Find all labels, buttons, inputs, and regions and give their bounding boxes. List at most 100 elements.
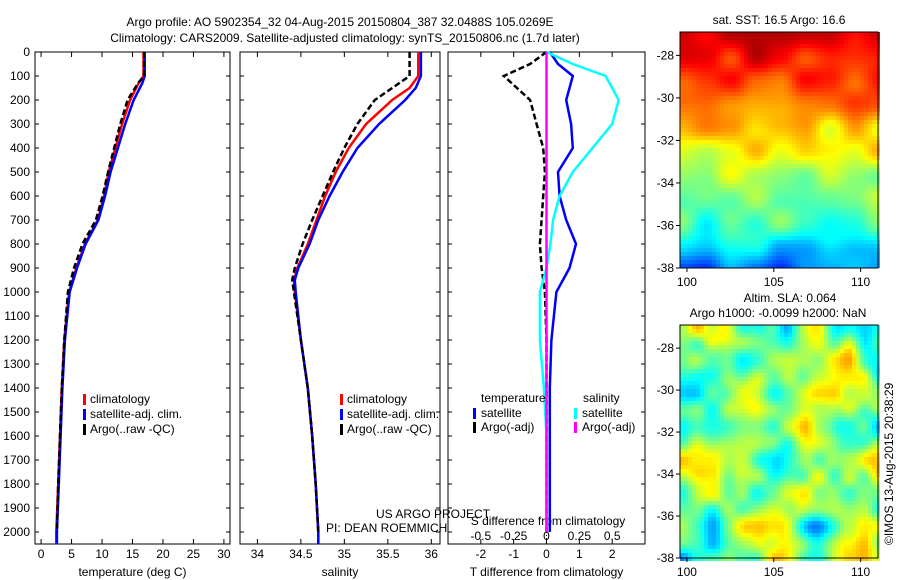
x-axis-label: salinity [322, 565, 359, 579]
legend-swatch [83, 424, 86, 435]
legend-swatch [473, 422, 476, 433]
y-tick-label: 1000 [3, 285, 30, 299]
x-tick-label: 10 [95, 547, 109, 561]
series-line-t-satellite [548, 51, 578, 532]
x-axis-label: T difference from climatology [470, 565, 624, 579]
sst-map-title: sat. SST: 16.5 Argo: 16.6 [713, 13, 846, 27]
legend-label: satellite-adj. clim. [90, 407, 182, 421]
y-tick-label: 1700 [3, 453, 30, 467]
y-tick-label: 1500 [3, 405, 30, 419]
lon-tick-label: 105 [764, 565, 784, 579]
lon-tick-label: 110 [851, 275, 870, 289]
project-line1: US ARGO PROJECT [376, 507, 491, 521]
legend-label: satellite [481, 406, 522, 420]
x2-tick-label: -0.5 [470, 529, 491, 543]
title-line1: Argo profile: AO 5902354_32 04-Aug-2015 … [126, 15, 553, 29]
legend-label: Argo(-adj) [582, 420, 635, 434]
plot-frame [239, 51, 441, 545]
x-tick-label: 2 [609, 547, 616, 561]
y-tick-label: 100 [10, 69, 30, 83]
x-tick-label: 25 [187, 547, 201, 561]
y-tick-label: 900 [10, 261, 30, 275]
series-line-s-satellite [538, 50, 621, 532]
series-line-satellite-adj-clim- [55, 52, 146, 544]
x-tick-label: 35.5 [376, 547, 400, 561]
legend-swatch [340, 409, 343, 420]
panel-difference: -2 -1 0 1 2 T difference from climatology S di… [447, 50, 646, 579]
y-tick-label: 300 [10, 117, 30, 131]
y-tick-label: 1200 [3, 333, 30, 347]
legend-swatch [473, 408, 476, 419]
lon-tick-label: 100 [677, 275, 697, 289]
x-tick-label: 15 [126, 547, 140, 561]
map-frame [679, 324, 879, 559]
lon-tick-label: 110 [851, 565, 870, 579]
x-tick-label: 5 [68, 547, 75, 561]
lat-tick-label: -34 [657, 467, 675, 481]
legend-label: climatology [90, 392, 150, 406]
y-tick-label: 1600 [3, 429, 30, 443]
legend-swatch [574, 408, 577, 419]
x-tick-label: 30 [217, 547, 231, 561]
x2-tick-label: -0.25 [500, 529, 528, 543]
sla-map-title-2: Argo h1000: -0.0099 h2000: NaN [690, 306, 867, 320]
x-tick-label: 0 [543, 547, 550, 561]
y-tick-label: 1400 [3, 381, 30, 395]
y-tick-label: 200 [10, 93, 30, 107]
y-tick-label: 600 [10, 189, 30, 203]
lat-tick-label: -30 [657, 383, 675, 397]
lat-tick-label: -28 [657, 48, 675, 62]
x-tick-label: 1 [576, 547, 583, 561]
title-line2: Climatology: CARS2009. Satellite-adjuste… [110, 31, 580, 45]
y-tick-label: 2000 [3, 525, 30, 539]
lat-tick-label: -32 [657, 425, 675, 439]
lat-tick-label: -28 [657, 341, 675, 355]
panel-salinity: 34 34.5 35 35.5 36 salinity climatologysatelli… [239, 51, 441, 579]
legend-title: temperature [481, 391, 546, 405]
panel-sla-map: 100 105 110 -28 -30 -32 -34 -36 -38 Altim. SLA: 0… [657, 291, 880, 579]
x2-tick-label: 0.5 [604, 529, 621, 543]
legend-title: salinity [583, 391, 620, 405]
x2-tick-label: 0.25 [568, 529, 592, 543]
series-line-argo [290, 52, 411, 533]
y-tick-label: 500 [10, 165, 30, 179]
legend-label: Argo(..raw -QC) [90, 422, 175, 436]
x-tick-label: -2 [475, 547, 486, 561]
x2-axis-label: S difference from climatology [471, 514, 626, 528]
project-line2: PI: DEAN ROEMMICH [326, 521, 447, 535]
series-line-argo [55, 52, 146, 533]
panel-temperature: 0 5 10 15 20 25 300100200300400500600700800900… [3, 45, 231, 579]
series-line-climatology [292, 52, 420, 544]
lon-tick-label: 105 [764, 275, 784, 289]
lat-tick-label: -34 [657, 176, 675, 190]
legend-swatch [340, 424, 343, 435]
x-tick-label: 34.5 [289, 547, 313, 561]
legend-label: climatology [347, 392, 407, 406]
legend-label: satellite [582, 406, 623, 420]
x-axis-label: temperature (deg C) [78, 565, 186, 579]
legend-swatch [83, 409, 86, 420]
lat-tick-label: -30 [657, 91, 675, 105]
y-tick-label: 1300 [3, 357, 30, 371]
y-tick-label: 0 [23, 45, 30, 59]
map-frame [679, 31, 879, 269]
y-tick-label: 1800 [3, 477, 30, 491]
x2-tick-label: 0 [543, 529, 550, 543]
lat-tick-label: -38 [657, 261, 675, 275]
sla-map-title-1: Altim. SLA: 0.064 [744, 291, 837, 305]
credit: ©IMOS 13-Aug-2015 20:38:29 [882, 382, 896, 545]
x-tick-label: 20 [156, 547, 170, 561]
legend-swatch [83, 394, 86, 405]
legend-swatch [574, 422, 577, 433]
x-tick-label: -1 [508, 547, 519, 561]
x-tick-label: 35 [338, 547, 352, 561]
legend-swatch [340, 394, 343, 405]
y-tick-label: 800 [10, 237, 30, 251]
y-tick-label: 700 [10, 213, 30, 227]
y-tick-label: 400 [10, 141, 30, 155]
y-tick-label: 1900 [3, 501, 30, 515]
legend-label: Argo(..raw -QC) [347, 422, 432, 436]
lat-tick-label: -36 [657, 509, 675, 523]
